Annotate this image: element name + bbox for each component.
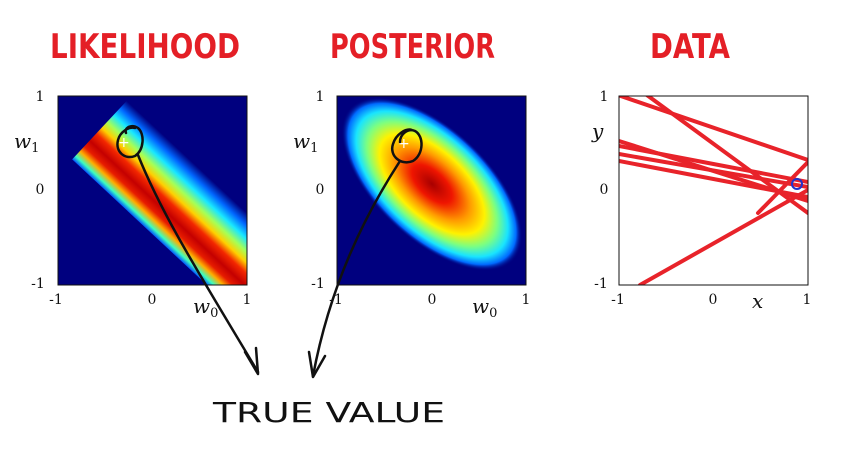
data-xtick-mid: 0: [709, 292, 718, 308]
likelihood-ylabel: w1: [14, 129, 39, 156]
posterior-ytick-top: 1: [316, 89, 325, 105]
data-xtick-right: 1: [803, 292, 812, 308]
posterior-true-marker: +: [398, 136, 410, 152]
data-line-7: [756, 160, 808, 215]
likelihood-ytick-bottom: -1: [31, 276, 45, 292]
data-line-5: [619, 152, 808, 189]
annotations: [116, 124, 423, 379]
posterior-arrow-line: [311, 159, 402, 378]
posterior-ytick-mid: 0: [316, 182, 325, 198]
data-frame: [618, 95, 809, 286]
data-xlabel: x: [752, 289, 763, 313]
likelihood-ytick-top: 1: [36, 89, 45, 105]
likelihood-ridge: [72, 100, 247, 285]
data-line-8: [638, 188, 808, 285]
likelihood-arrow-line: [136, 153, 260, 374]
posterior-ylabel: w1: [293, 129, 318, 156]
likelihood-xtick-right: 1: [243, 292, 252, 308]
posterior-xlabel: w0: [472, 294, 497, 321]
data-line-1: [619, 96, 808, 162]
likelihood-frame: [57, 95, 248, 286]
data-line-6: [619, 159, 808, 199]
posterior-ytick-bottom: -1: [311, 276, 325, 292]
data-point-marker: [791, 178, 803, 190]
likelihood-xtick-left: -1: [49, 292, 63, 308]
posterior-circle-annotation: [390, 128, 423, 164]
posterior-xtick-right: 1: [522, 292, 531, 308]
data-ytick-top: 1: [600, 89, 609, 105]
likelihood-ytick-mid: 0: [36, 182, 45, 198]
likelihood-plot: + 1 0 -1 -1 0 1 w1 w0: [14, 89, 252, 321]
data-ylabel: y: [591, 119, 604, 143]
data-lines: [619, 96, 808, 285]
data-xtick-left: -1: [611, 292, 625, 308]
posterior-plot: + 1 0 -1 -1 0 1 w1 w0: [293, 89, 531, 321]
true-value-label: TRUE VALUE: [212, 396, 445, 429]
posterior-ellipse: [341, 97, 523, 271]
likelihood-xtick-mid: 0: [148, 292, 157, 308]
posterior-xtick-mid: 0: [428, 292, 437, 308]
data-ytick-bottom: -1: [594, 276, 608, 292]
data-ytick-mid: 0: [600, 182, 609, 198]
likelihood-circle-annotation: [116, 124, 144, 159]
likelihood-true-marker: +: [118, 135, 130, 151]
likelihood-title: LIKELIHOOD: [50, 27, 240, 67]
posterior-arrow-head: [307, 350, 327, 379]
posterior-title: POSTERIOR: [330, 27, 495, 67]
data-title: DATA: [650, 27, 731, 67]
likelihood-arrow-head: [243, 346, 260, 376]
likelihood-xlabel: w0: [193, 294, 218, 321]
posterior-frame: [336, 95, 527, 286]
data-plot: 1 0 -1 -1 0 1 y x: [591, 89, 811, 313]
